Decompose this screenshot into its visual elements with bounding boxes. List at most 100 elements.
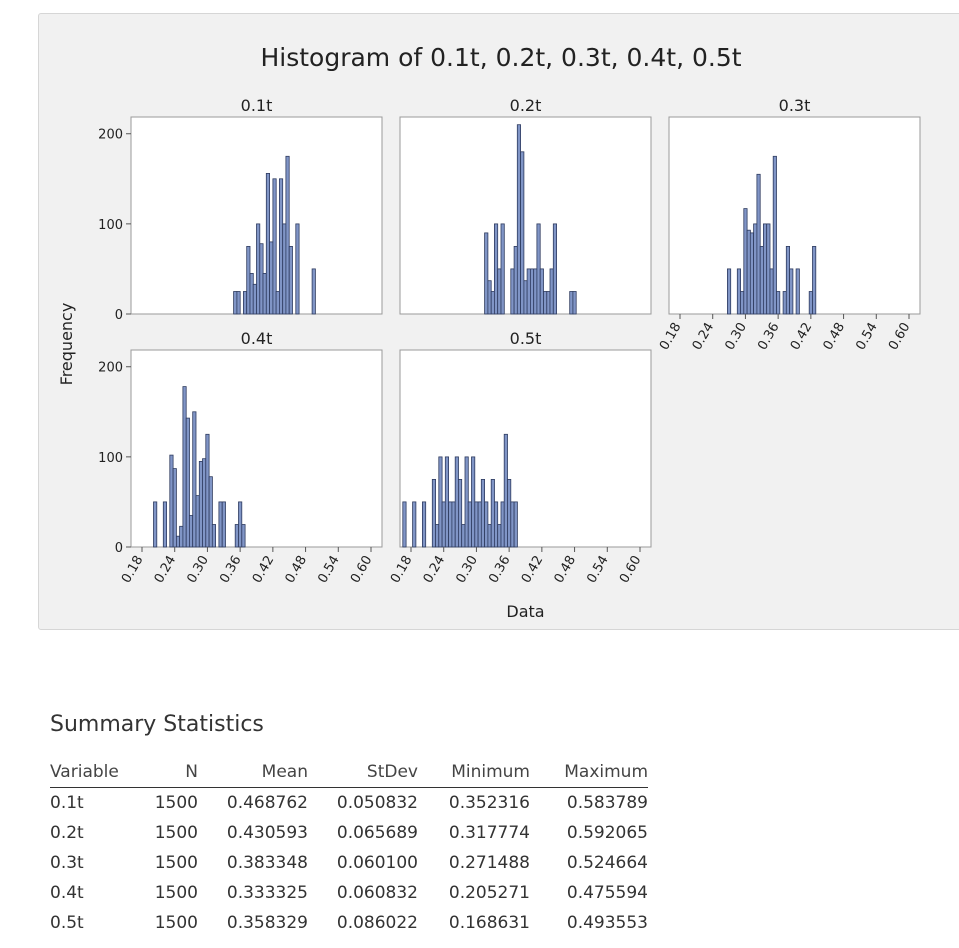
- histogram-bar: [234, 524, 239, 548]
- histogram-bar: [503, 433, 508, 548]
- x-tick-label: 0.60: [617, 553, 644, 586]
- y-tick-label: 100: [98, 218, 123, 233]
- panel-frame: [399, 349, 652, 548]
- panel-label: 0.2t: [510, 96, 542, 115]
- x-tick-label: 0.60: [886, 320, 913, 353]
- cell-maximum: 0.583789: [566, 793, 648, 813]
- cell-stdev: 0.050832: [336, 793, 418, 813]
- histogram-bar: [172, 468, 177, 548]
- histogram-bar: [772, 155, 777, 315]
- cell-maximum: 0.493553: [566, 913, 648, 933]
- histogram-bar: [474, 501, 479, 548]
- histogram-bar: [188, 515, 194, 548]
- histogram-bar: [487, 524, 492, 548]
- cell-mean: 0.333325: [226, 883, 308, 903]
- cell-maximum: 0.592065: [566, 823, 648, 843]
- histogram-bar: [202, 458, 207, 548]
- cell-n: 1500: [154, 823, 198, 843]
- histogram-bar: [497, 524, 502, 548]
- chart-title: Histogram of 0.1t, 0.2t, 0.3t, 0.4t, 0.5…: [260, 43, 741, 72]
- cell-stdev: 0.060100: [336, 853, 418, 873]
- histogram-bar: [242, 291, 248, 315]
- panel-label: 0.4t: [241, 329, 273, 348]
- x-tick-label: 0.30: [453, 553, 480, 586]
- y-tick-label: 100: [98, 451, 123, 466]
- histogram-bar: [431, 478, 436, 548]
- x-axis-label: Data: [506, 602, 544, 621]
- cell-minimum: 0.352316: [448, 793, 530, 813]
- table-row: 0.5t 1500 0.358329 0.086022 0.168631 0.4…: [50, 908, 648, 938]
- histogram-bar: [295, 223, 300, 315]
- histogram-bar: [457, 478, 463, 548]
- cell-n: 1500: [154, 883, 198, 903]
- histogram-bar: [516, 124, 521, 315]
- histogram-bar: [543, 291, 548, 315]
- cell-mean: 0.383348: [226, 853, 308, 873]
- summary-title: Summary Statistics: [50, 712, 264, 737]
- table-row: 0.1t 1500 0.468762 0.050832 0.352316 0.5…: [50, 788, 648, 819]
- histogram-bar: [493, 223, 499, 315]
- histogram-bar: [808, 291, 813, 315]
- header-stdev: StDev: [308, 759, 418, 788]
- histogram-bar: [265, 172, 271, 315]
- x-tick-label: 0.18: [388, 553, 415, 586]
- histogram-bar: [743, 208, 748, 315]
- x-tick-label: 0.18: [119, 553, 146, 586]
- histogram-bar: [484, 232, 489, 315]
- histogram-bar: [208, 476, 213, 548]
- histogram-bar: [238, 501, 243, 548]
- x-tick-label: 0.24: [152, 553, 179, 586]
- histogram-bar: [763, 223, 768, 315]
- summary-table: Variable N Mean StDev Minimum Maximum 0.…: [50, 759, 648, 938]
- x-tick-label: 0.54: [315, 553, 342, 586]
- x-tick-label: 0.36: [755, 320, 782, 353]
- histogram-bar: [448, 501, 453, 548]
- x-tick-label: 0.42: [250, 553, 277, 586]
- cell-variable: 0.3t: [50, 853, 84, 873]
- histogram-bar: [572, 291, 577, 315]
- histogram-bar: [467, 501, 472, 548]
- histogram-bar: [510, 501, 515, 548]
- x-tick-label: 0.48: [552, 553, 579, 586]
- histogram-bar: [438, 456, 443, 548]
- histogram-bar: [269, 241, 274, 315]
- panel-frame: [130, 349, 383, 548]
- x-tick-label: 0.54: [853, 320, 880, 353]
- histogram-bar: [285, 155, 290, 315]
- histogram-chart: Histogram of 0.1t, 0.2t, 0.3t, 0.4t, 0.5…: [57, 43, 921, 621]
- histogram-bar: [529, 268, 535, 315]
- y-tick-label: 200: [98, 361, 123, 376]
- header-n: N: [138, 759, 198, 788]
- cell-minimum: 0.271488: [448, 853, 530, 873]
- histogram-bar: [507, 478, 512, 548]
- header-minimum: Minimum: [418, 759, 530, 788]
- y-tick-label: 0: [115, 541, 123, 556]
- histogram-bar: [753, 223, 758, 315]
- histogram-bar: [195, 495, 200, 548]
- cell-mean: 0.468762: [226, 793, 308, 813]
- cell-variable: 0.4t: [50, 883, 84, 903]
- histogram-bar: [756, 173, 761, 315]
- histogram-bar: [749, 232, 754, 315]
- histogram-bar: [484, 501, 489, 548]
- histogram-bar: [162, 501, 168, 548]
- histogram-bar: [256, 223, 261, 315]
- histogram-bar: [539, 268, 544, 315]
- cell-minimum: 0.317774: [448, 823, 530, 843]
- histogram-bar: [236, 291, 241, 315]
- graph-panel: Histogram of 0.1t, 0.2t, 0.3t, 0.4t, 0.5…: [38, 13, 959, 630]
- histogram-bar: [536, 223, 541, 315]
- histogram-bar: [480, 478, 485, 548]
- histogram-bar: [493, 501, 499, 548]
- x-tick-label: 0.30: [184, 553, 211, 586]
- cell-minimum: 0.205271: [448, 883, 530, 903]
- cell-maximum: 0.475594: [566, 883, 648, 903]
- histogram-bar: [402, 501, 407, 548]
- histogram-bar: [262, 272, 267, 315]
- histogram-bar: [497, 268, 502, 315]
- panel-label: 0.3t: [779, 96, 811, 115]
- histogram-bar: [153, 501, 158, 548]
- x-tick-label: 0.54: [584, 553, 611, 586]
- x-tick-label: 0.42: [788, 320, 815, 353]
- histogram-bar: [740, 291, 745, 315]
